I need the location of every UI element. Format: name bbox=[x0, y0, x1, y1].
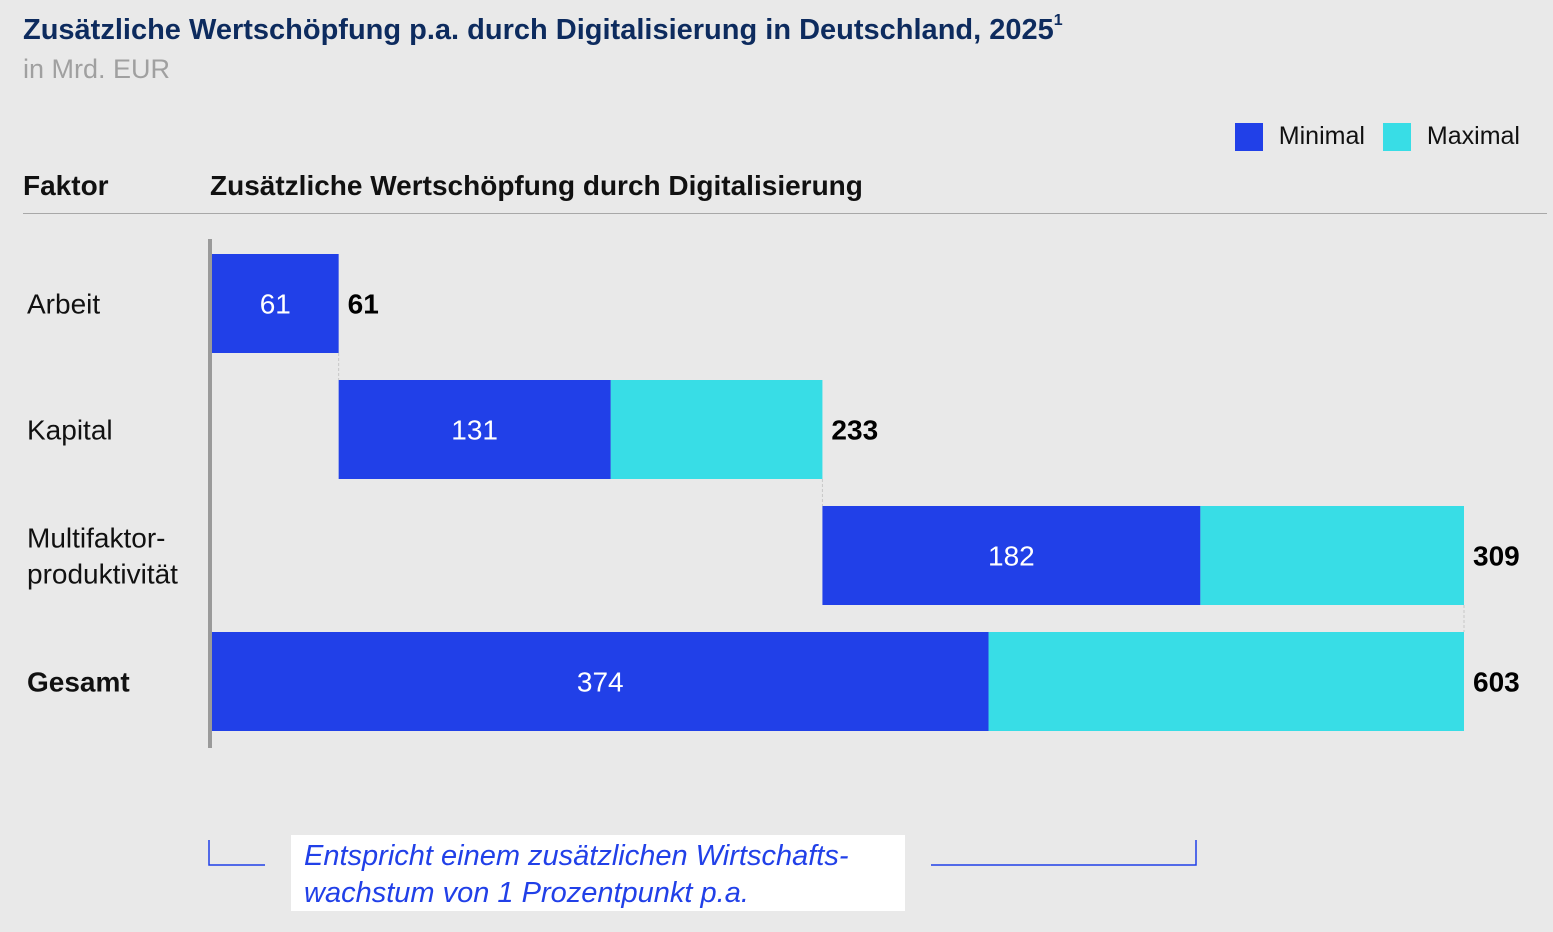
legend-label-minimal: Minimal bbox=[1278, 122, 1365, 150]
legend-swatch-minimal bbox=[1234, 122, 1263, 151]
category-label: Gesamt bbox=[27, 667, 130, 698]
category-label: Kapital bbox=[27, 415, 113, 446]
title-footnote: 1 bbox=[1053, 12, 1063, 29]
bar-minimal bbox=[212, 254, 339, 353]
category-label: Arbeit bbox=[27, 289, 100, 320]
bar-minimal bbox=[338, 380, 611, 479]
legend: Minimal Maximal bbox=[1217, 122, 1520, 151]
bar-end-label: 309 bbox=[1473, 541, 1520, 572]
legend-swatch-maximal bbox=[1382, 122, 1411, 151]
bar-end-label: 61 bbox=[348, 289, 379, 320]
column-header-factor: Faktor bbox=[23, 170, 109, 201]
bar-end-label: 233 bbox=[831, 415, 878, 446]
bar-maximal bbox=[1200, 506, 1464, 605]
bar-minimal bbox=[822, 506, 1201, 605]
legend-item-maximal: Maximal bbox=[1382, 122, 1520, 151]
annotation-box: Entspricht einem zusätzlichen Wirtschaft… bbox=[291, 835, 905, 911]
bracket-right bbox=[931, 840, 1197, 866]
annotation-text: Entspricht einem zusätzlichen Wirtschaft… bbox=[304, 840, 849, 909]
bar-inner-label: 182 bbox=[988, 541, 1035, 572]
header-divider bbox=[23, 213, 1547, 214]
bracket-left bbox=[208, 840, 265, 866]
legend-item-minimal: Minimal bbox=[1234, 122, 1365, 151]
bar-end-label: 603 bbox=[1473, 667, 1520, 698]
bar-maximal bbox=[610, 380, 823, 479]
bar-maximal bbox=[988, 632, 1464, 731]
bar-minimal bbox=[212, 632, 989, 731]
chart-subtitle: in Mrd. EUR bbox=[23, 54, 171, 84]
bar-inner-label: 61 bbox=[260, 289, 291, 320]
column-header-value: Zusätzliche Wertschöpfung durch Digitali… bbox=[210, 170, 863, 201]
category-label: Multifaktor-produktivität bbox=[27, 523, 178, 590]
legend-label-maximal: Maximal bbox=[1426, 122, 1520, 150]
chart-title: Zusätzliche Wertschöpfung p.a. durch Dig… bbox=[23, 12, 1063, 46]
bar-inner-label: 374 bbox=[577, 667, 624, 698]
bar-inner-label: 131 bbox=[451, 415, 498, 446]
